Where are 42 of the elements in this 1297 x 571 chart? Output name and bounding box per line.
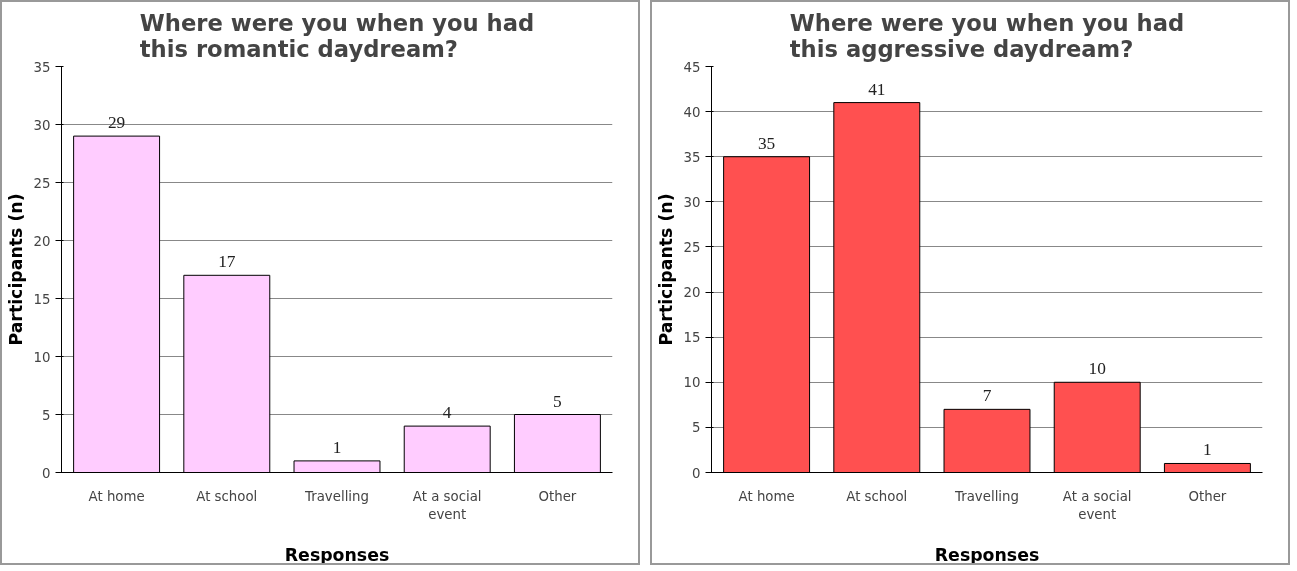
x-tick-label: At home bbox=[738, 488, 795, 504]
y-tick-label: 40 bbox=[683, 104, 701, 120]
x-tick-label: At a social event bbox=[412, 488, 482, 522]
chart-title: Where were you when you had this romantic daydream? bbox=[139, 9, 535, 62]
y-tick-label: 35 bbox=[33, 59, 51, 75]
data-label: 7 bbox=[982, 386, 992, 406]
y-tick-label: 30 bbox=[683, 194, 701, 210]
y-tick-label: 0 bbox=[692, 465, 701, 481]
y-tick-label: 15 bbox=[683, 330, 701, 346]
chart-title: Where were you when you had this aggressive daydream? bbox=[789, 9, 1185, 62]
data-label: 10 bbox=[1088, 359, 1106, 379]
y-tick-label: 10 bbox=[33, 349, 51, 365]
x-tick-label: At home bbox=[88, 488, 145, 504]
y-tick-label: 30 bbox=[33, 117, 51, 133]
y-tick-label: 15 bbox=[33, 291, 51, 307]
y-tick-label: 10 bbox=[683, 375, 701, 391]
x-tick-label: Other bbox=[1188, 488, 1227, 504]
data-label: 35 bbox=[757, 133, 776, 153]
y-tick-label: 25 bbox=[33, 175, 51, 191]
y-tick-label: 0 bbox=[42, 465, 51, 481]
x-tick-label: At a social event bbox=[1062, 488, 1132, 522]
x-tick-label: Travelling bbox=[954, 488, 1019, 504]
data-label: 29 bbox=[107, 113, 126, 133]
y-axis-title: Participants (n) bbox=[655, 193, 676, 346]
y-tick-label: 25 bbox=[683, 239, 701, 255]
data-label: 5 bbox=[553, 391, 562, 411]
data-label: 1 bbox=[332, 437, 342, 457]
x-tick-label: At school bbox=[196, 488, 258, 504]
data-label: 1 bbox=[1203, 440, 1212, 460]
data-label: 4 bbox=[442, 403, 452, 423]
y-tick-label: 20 bbox=[683, 285, 701, 301]
data-label: 17 bbox=[218, 252, 236, 272]
y-tick-label: 45 bbox=[683, 59, 701, 75]
y-tick-label: 20 bbox=[33, 233, 51, 249]
data-label: 41 bbox=[868, 79, 886, 99]
x-tick-label: At school bbox=[846, 488, 908, 504]
y-axis-title: Participants (n) bbox=[5, 193, 26, 346]
x-tick-label: Travelling bbox=[304, 488, 369, 504]
x-tick-label: Other bbox=[538, 488, 577, 504]
y-tick-label: 5 bbox=[42, 407, 51, 423]
y-tick-label: 5 bbox=[692, 420, 701, 436]
y-tick-label: 35 bbox=[683, 149, 701, 165]
